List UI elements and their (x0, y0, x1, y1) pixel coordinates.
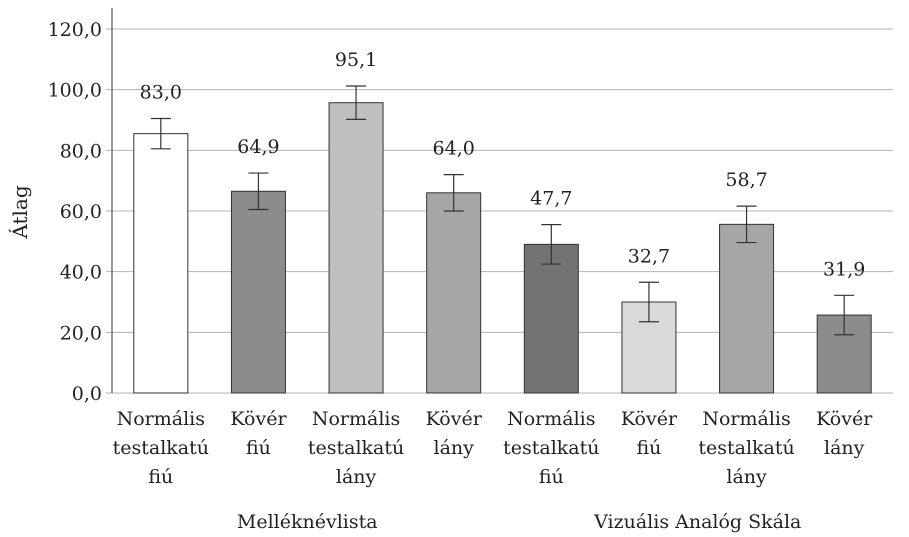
y-tick-label: 120,0 (48, 19, 102, 41)
data-label: 32,7 (628, 245, 670, 267)
category-label: Normális testalkatú lány (698, 408, 794, 488)
bar (328, 102, 384, 394)
data-label: 58,7 (725, 169, 767, 191)
category-label: Normális testalkatú lány (308, 408, 404, 488)
error-bars (150, 85, 855, 336)
bar (230, 190, 286, 394)
category-label: Normális testalkatú fiú (503, 408, 599, 488)
y-tick-label: 0,0 (72, 383, 102, 405)
bar (816, 314, 872, 394)
category-label: Kövér fiú (230, 408, 287, 459)
bar (719, 223, 775, 394)
data-label: 83,0 (140, 81, 182, 103)
bar (523, 243, 579, 394)
grid-lines (106, 28, 893, 394)
data-label: 31,9 (823, 258, 865, 280)
y-tick-label: 20,0 (60, 322, 102, 344)
y-tick-label: 100,0 (48, 80, 102, 102)
y-tick-label: 40,0 (60, 262, 102, 284)
category-labels: Normális testalkatú fiú Kövér fiú Normális tes… (113, 408, 874, 488)
data-label: 47,7 (530, 188, 572, 210)
category-label: Kövér lány (426, 408, 483, 459)
bar (133, 133, 189, 394)
y-tick-labels: 0,0 20,0 40,0 60,0 80,0 100,0 120,0 (48, 19, 102, 405)
bars (133, 102, 872, 394)
y-tick-label: 80,0 (60, 140, 102, 162)
category-label: Normális testalkatú fiú (113, 408, 209, 488)
bar (426, 192, 482, 394)
data-label: 64,0 (433, 138, 475, 160)
group-label: Melléknévlista (237, 511, 378, 533)
data-label: 95,1 (335, 49, 377, 71)
data-label: 64,9 (237, 136, 279, 158)
group-label: Vizuális Analóg Skála (593, 511, 801, 533)
data-labels: 83,0 64,9 95,1 64,0 47,7 32,7 58,7 31,9 (140, 49, 866, 280)
y-axis-title: Átlag (8, 185, 32, 239)
y-tick-label: 60,0 (60, 201, 102, 223)
group-labels: Melléknévlista Vizuális Analóg Skála (237, 511, 801, 533)
category-label: Kövér lány (816, 408, 873, 459)
category-label: Kövér fiú (621, 408, 678, 459)
